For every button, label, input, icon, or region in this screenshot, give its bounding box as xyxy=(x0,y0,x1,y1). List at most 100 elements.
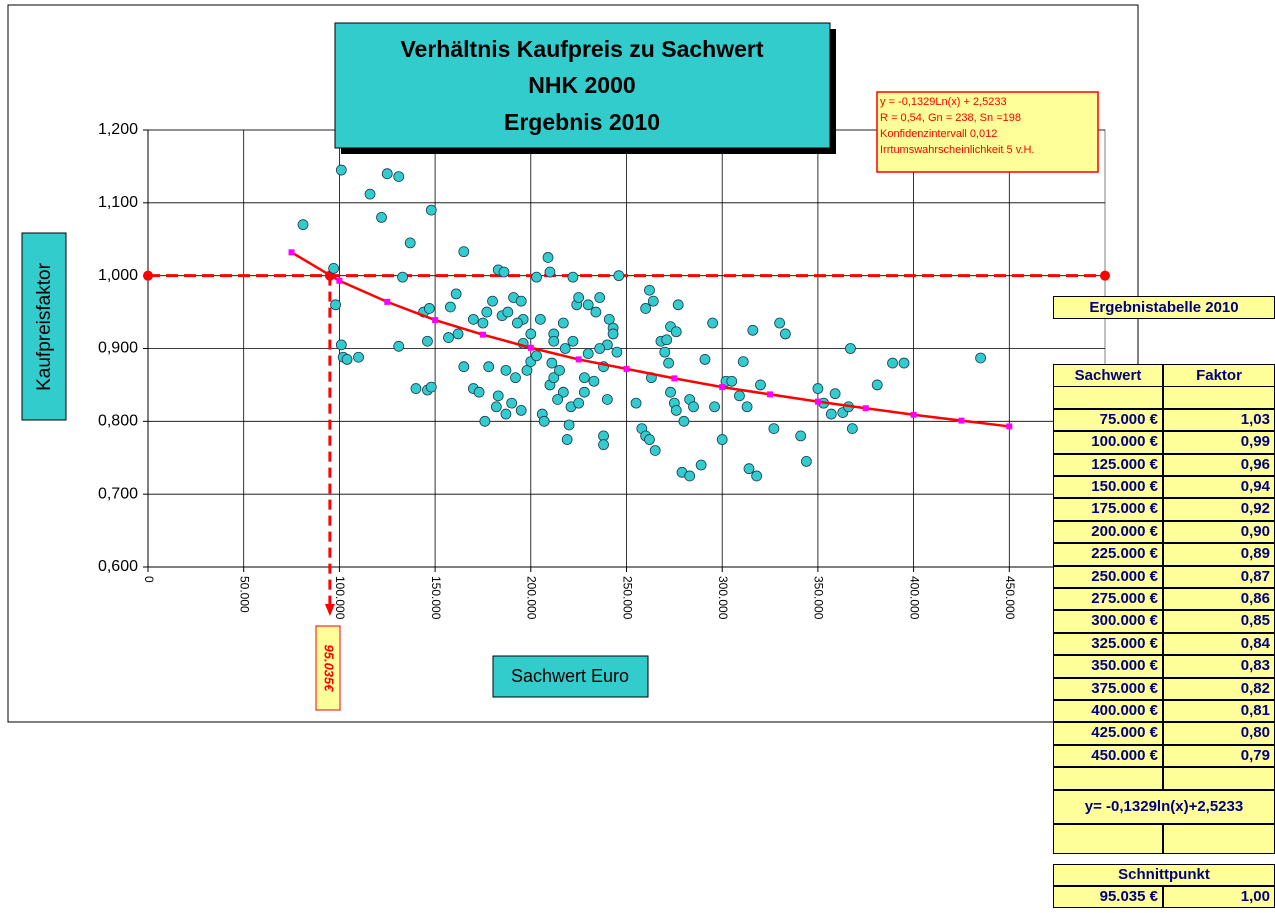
scatter-point xyxy=(422,335,433,347)
trend-marker xyxy=(814,398,821,405)
title-box xyxy=(334,22,831,149)
scatter-point xyxy=(557,317,569,329)
scatter-point xyxy=(557,386,569,398)
scatter-point xyxy=(743,463,755,475)
trend-marker xyxy=(623,365,630,372)
scatter-point xyxy=(699,354,711,365)
table-cell: 0,96 xyxy=(1163,453,1275,476)
scatter-point xyxy=(548,372,560,384)
trend-marker xyxy=(767,391,774,398)
scatter-point xyxy=(376,211,387,223)
trend-marker xyxy=(527,344,534,351)
y-tick-label: 0,700 xyxy=(98,485,138,502)
table-cell: 125.000 € xyxy=(1053,453,1163,476)
table-cell: 0,84 xyxy=(1163,632,1275,656)
scatter-point xyxy=(492,390,504,402)
scatter-point xyxy=(297,219,309,231)
scatter-point xyxy=(630,397,642,409)
scatter-point xyxy=(779,328,791,340)
scatter-point xyxy=(548,335,560,347)
trend-marker xyxy=(575,356,582,363)
scatter-point xyxy=(397,271,408,283)
table-empty-cell xyxy=(1163,386,1275,409)
equation-text: Irrtumswahrscheinlichkeit 5 v.H. xyxy=(880,144,1034,156)
table-empty-cell xyxy=(1163,767,1275,790)
scatter-point xyxy=(425,381,437,393)
scatter-point xyxy=(734,390,745,402)
scatter-point xyxy=(473,386,485,398)
trend-marker xyxy=(288,249,295,256)
scatter-point xyxy=(640,303,652,314)
scatter-point xyxy=(678,415,690,427)
scatter-point xyxy=(423,303,435,314)
intersection-label: 95.035€ xyxy=(322,645,337,693)
scatter-point xyxy=(500,364,512,376)
table-cell: 350.000 € xyxy=(1053,655,1163,678)
scatter-point xyxy=(450,288,462,300)
scatter-point xyxy=(590,306,602,318)
scatter-point xyxy=(726,375,738,387)
trend-line xyxy=(290,251,1010,428)
y-tick-label: 1,200 xyxy=(98,121,138,138)
scatter-point xyxy=(567,335,579,347)
scatter-point xyxy=(353,351,364,363)
scatter-point xyxy=(647,295,659,307)
table-cell: 1,03 xyxy=(1163,408,1275,432)
trend-marker xyxy=(479,331,486,338)
scatter-point xyxy=(481,306,493,318)
scatter-point xyxy=(483,361,495,373)
scatter-point xyxy=(552,394,563,405)
trend-marker xyxy=(862,405,869,412)
table-cell: 0,81 xyxy=(1163,700,1275,723)
scatter-point xyxy=(515,405,527,416)
scatter-point xyxy=(531,350,542,362)
scatter-point xyxy=(887,357,898,369)
scatter-point xyxy=(741,401,753,413)
scatter-point xyxy=(425,204,437,216)
scatter-point xyxy=(578,372,590,384)
equation-text: y = -0,1329Ln(x) + 2,5233 xyxy=(880,96,1007,108)
table-cell: 95.035 € xyxy=(1053,886,1163,909)
table-empty-cell xyxy=(1053,767,1163,790)
table-cell: 400.000 € xyxy=(1053,700,1163,723)
scatter-point xyxy=(393,171,405,183)
scatter-point xyxy=(825,408,837,420)
trend-marker xyxy=(910,411,917,418)
table-cell: 225.000 € xyxy=(1053,543,1163,566)
scatter-point xyxy=(594,292,606,303)
scatter-point xyxy=(751,470,763,482)
scatter-point xyxy=(445,301,456,313)
scatter-point xyxy=(404,237,416,249)
scatter-point xyxy=(582,348,594,359)
scatter-point xyxy=(487,295,498,307)
scatter-point xyxy=(975,352,986,364)
scatter-point xyxy=(649,445,661,456)
trend-marker xyxy=(432,317,439,324)
scatter-point xyxy=(607,328,619,340)
x-tick-label: 450.000 xyxy=(1003,576,1017,620)
x-tick-label: 150.000 xyxy=(429,576,443,620)
x-tick-label: 100.000 xyxy=(333,576,347,620)
scatter-point xyxy=(709,401,720,413)
table-cell: 0,85 xyxy=(1163,610,1275,633)
table-cell: 100.000 € xyxy=(1053,431,1163,454)
scatter-point xyxy=(531,271,542,283)
scatter-point xyxy=(663,357,675,369)
scatter-point xyxy=(594,343,606,354)
scatter-point xyxy=(768,423,780,435)
chart-title: NHK 2000 xyxy=(528,72,635,98)
plot: 0,600 0,700 0,800 0,900 1,000 1,100 1,200 0 50.0… xyxy=(98,121,1110,711)
scatter-point xyxy=(611,346,623,358)
reference-end xyxy=(1100,270,1110,281)
equation-text: Konfidenzintervall 0,012 xyxy=(880,128,997,140)
scatter-point xyxy=(458,246,470,258)
scatter-point xyxy=(598,439,609,451)
scatter-point xyxy=(601,394,613,405)
scatter-point xyxy=(393,340,405,352)
intersection-label-box xyxy=(315,625,341,711)
table-cell: 0,86 xyxy=(1163,588,1275,611)
reference-end xyxy=(143,270,153,281)
scatter-point xyxy=(330,299,341,311)
y-tick-label: 0,800 xyxy=(98,413,138,430)
